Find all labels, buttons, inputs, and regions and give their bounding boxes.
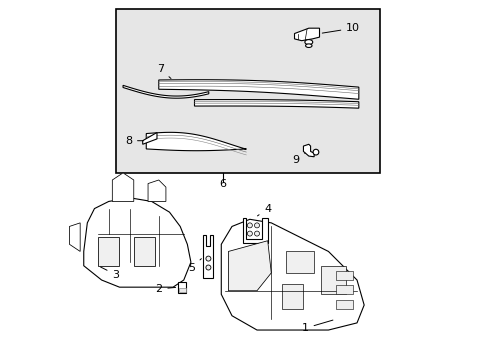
Polygon shape bbox=[112, 173, 134, 202]
Text: 1: 1 bbox=[301, 320, 332, 333]
Polygon shape bbox=[294, 28, 319, 41]
Circle shape bbox=[254, 231, 259, 236]
Polygon shape bbox=[228, 241, 271, 291]
Polygon shape bbox=[242, 217, 267, 243]
Circle shape bbox=[312, 149, 318, 155]
Bar bbox=[335, 300, 353, 309]
Bar bbox=[179, 288, 185, 292]
Polygon shape bbox=[134, 237, 155, 266]
Polygon shape bbox=[148, 180, 165, 202]
Text: 7: 7 bbox=[157, 64, 171, 78]
Circle shape bbox=[247, 231, 252, 236]
Bar bbox=[285, 251, 313, 273]
Polygon shape bbox=[123, 85, 208, 98]
Ellipse shape bbox=[304, 40, 312, 45]
Bar bbox=[178, 282, 186, 293]
Circle shape bbox=[205, 256, 210, 261]
Text: 5: 5 bbox=[188, 259, 201, 273]
Text: 9: 9 bbox=[292, 153, 305, 165]
Text: 10: 10 bbox=[322, 23, 360, 33]
Text: 3: 3 bbox=[101, 267, 119, 280]
Bar bbox=[116, 9, 380, 173]
Polygon shape bbox=[303, 144, 313, 157]
Bar bbox=[321, 266, 346, 294]
Text: 8: 8 bbox=[124, 136, 143, 146]
Polygon shape bbox=[69, 223, 80, 251]
Polygon shape bbox=[142, 132, 157, 144]
Polygon shape bbox=[221, 219, 364, 330]
Polygon shape bbox=[159, 80, 358, 99]
Circle shape bbox=[205, 265, 210, 270]
Text: 4: 4 bbox=[257, 203, 271, 216]
Circle shape bbox=[254, 223, 259, 228]
Circle shape bbox=[247, 223, 252, 228]
Polygon shape bbox=[203, 235, 213, 278]
Polygon shape bbox=[194, 100, 358, 108]
Text: 2: 2 bbox=[155, 284, 175, 294]
Polygon shape bbox=[146, 132, 246, 151]
Ellipse shape bbox=[305, 44, 311, 48]
Polygon shape bbox=[83, 198, 190, 287]
Bar bbox=[335, 285, 353, 294]
Bar bbox=[335, 271, 353, 280]
Polygon shape bbox=[98, 237, 119, 266]
Bar bbox=[282, 284, 303, 309]
Text: 6: 6 bbox=[219, 179, 226, 189]
